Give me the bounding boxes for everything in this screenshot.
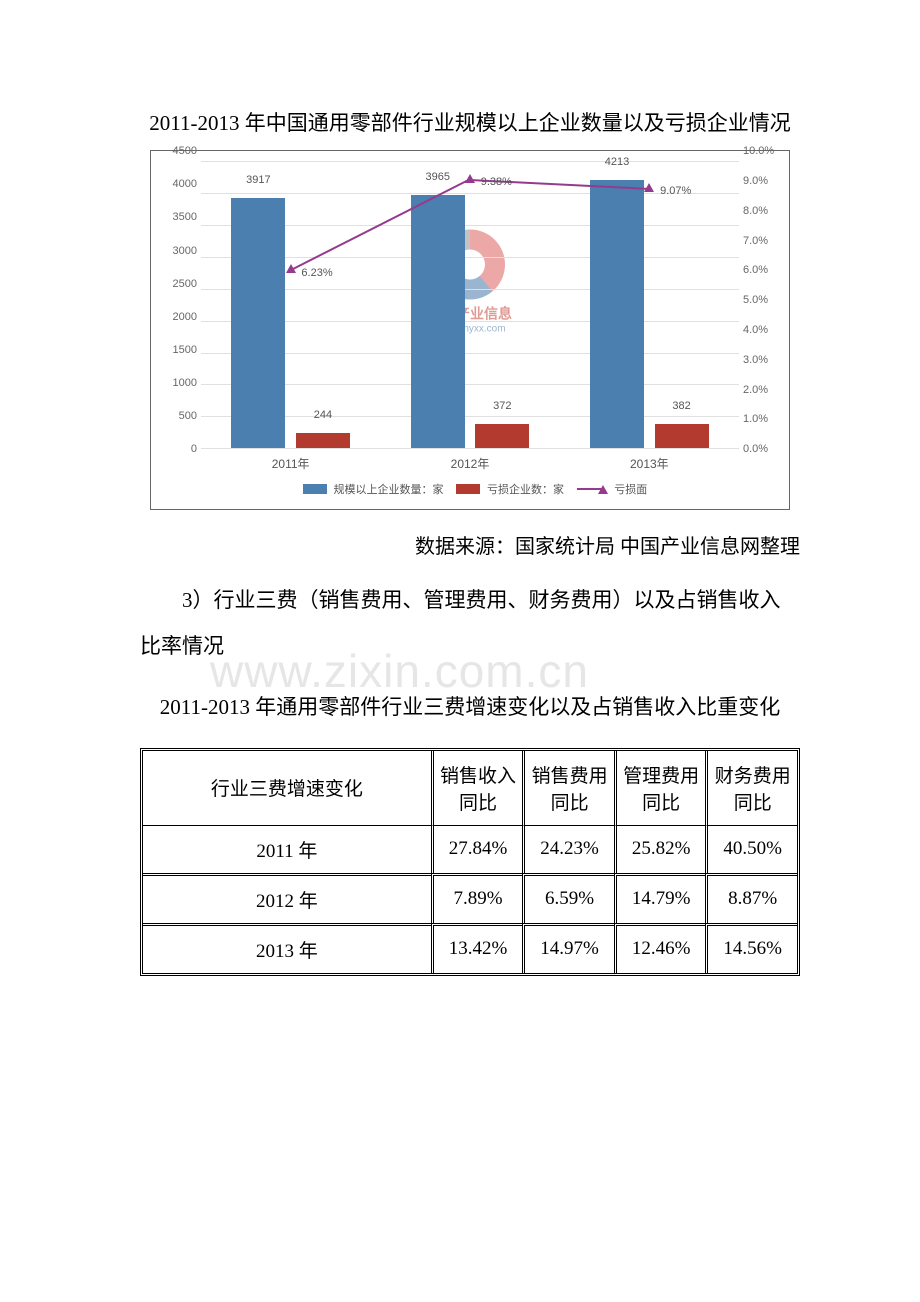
bar-label: 382 [672,400,690,412]
table-header: 管理费用同比 [614,751,706,825]
legend-swatch-1 [303,484,327,494]
legend-label-2: 亏损企业数：家 [487,481,564,497]
table-cell: 14.79% [614,873,706,923]
x-category: 2012年 [451,455,490,472]
table-cell: 7.89% [431,873,523,923]
table-row: 2011 年27.84%24.23%25.82%40.50% [143,825,797,873]
point-label: 6.23% [301,267,332,279]
bar-label: 3917 [246,174,270,186]
legend-swatch-2 [456,484,480,494]
ytick-left: 2500 [153,278,197,290]
table-title: 2011-2013 年通用零部件行业三费增速变化以及占销售收入比重变化 [140,684,800,730]
table-header: 行业三费增速变化 [143,751,431,825]
ytick-right: 5.0% [743,294,787,306]
legend: 规模以上企业数量：家 亏损企业数：家 亏损面 [201,481,739,503]
table-header: 销售费用同比 [522,751,614,825]
ytick-right: 2.0% [743,384,787,396]
table-cell: 2011 年 [143,825,431,873]
ytick-left: 2000 [153,311,197,323]
table-row: 2012 年7.89%6.59%14.79%8.87% [143,873,797,923]
table-cell: 8.87% [705,873,797,923]
y-axis-left: 050010001500200025003000350040004500 [153,151,199,449]
line-point [286,264,296,274]
ytick-right: 8.0% [743,205,787,217]
bar-loss [475,424,529,448]
ytick-left: 500 [153,410,197,422]
table-header: 财务费用同比 [705,751,797,825]
ytick-right: 3.0% [743,354,787,366]
combo-chart: 050010001500200025003000350040004500 0.0… [150,150,790,510]
table-cell: 14.56% [705,923,797,973]
bar-enterprises [411,195,465,448]
legend-label-1: 规模以上企业数量：家 [334,481,444,497]
table-header: 销售收入同比 [431,751,523,825]
ytick-right: 7.0% [743,235,787,247]
ytick-right: 6.0% [743,264,787,276]
data-source: 数据来源：国家统计局 中国产业信息网整理 [140,530,800,559]
bar-label: 372 [493,400,511,412]
ytick-right: 4.0% [743,324,787,336]
bar-loss [655,424,709,448]
ytick-left: 0 [153,443,197,455]
line-point [644,183,654,193]
ytick-right: 9.0% [743,175,787,187]
table-cell: 2012 年 [143,873,431,923]
table-cell: 40.50% [705,825,797,873]
table-cell: 14.97% [522,923,614,973]
section-3-intro: 3）行业三费（销售费用、管理费用、财务费用）以及占销售收入比率情况 [140,577,800,669]
bar-label: 3965 [425,171,449,183]
line-point [465,174,475,184]
legend-triangle-icon [598,485,608,494]
chart-title: 2011-2013 年中国通用零部件行业规模以上企业数量以及亏损企业情况 [140,100,800,146]
ytick-right: 10.0% [743,145,787,157]
table-cell: 12.46% [614,923,706,973]
x-category: 2011年 [272,455,310,472]
bar-enterprises [231,198,285,448]
bar-enterprises [590,180,644,449]
table-cell: 27.84% [431,825,523,873]
table-cell: 6.59% [522,873,614,923]
plot-area: 中国产业信息 www.chyxx.com 3917244396537242133… [201,161,739,449]
ytick-left: 1000 [153,377,197,389]
expense-ratio-table: 行业三费增速变化销售收入同比销售费用同比管理费用同比财务费用同比 2011 年2… [140,748,800,976]
table-cell: 2013 年 [143,923,431,973]
table-cell: 13.42% [431,923,523,973]
legend-label-3: 亏损面 [614,481,647,497]
x-category: 2013年 [630,455,669,472]
ytick-right: 0.0% [743,443,787,455]
bar-label: 244 [314,409,332,421]
bar-label: 4213 [605,156,629,168]
point-label: 9.07% [660,185,691,197]
ytick-left: 3000 [153,245,197,257]
x-axis: 2011年 2012年 2013年 [201,455,739,475]
table-cell: 24.23% [522,825,614,873]
point-label: 9.38% [481,176,512,188]
table-row: 2013 年13.42%14.97%12.46%14.56% [143,923,797,973]
table-cell: 25.82% [614,825,706,873]
ytick-right: 1.0% [743,413,787,425]
ytick-left: 1500 [153,344,197,356]
ytick-left: 4500 [153,145,197,157]
ytick-left: 4000 [153,178,197,190]
y-axis-right: 0.0%1.0%2.0%3.0%4.0%5.0%6.0%7.0%8.0%9.0%… [741,151,787,449]
ytick-left: 3500 [153,211,197,223]
bar-loss [296,433,350,449]
